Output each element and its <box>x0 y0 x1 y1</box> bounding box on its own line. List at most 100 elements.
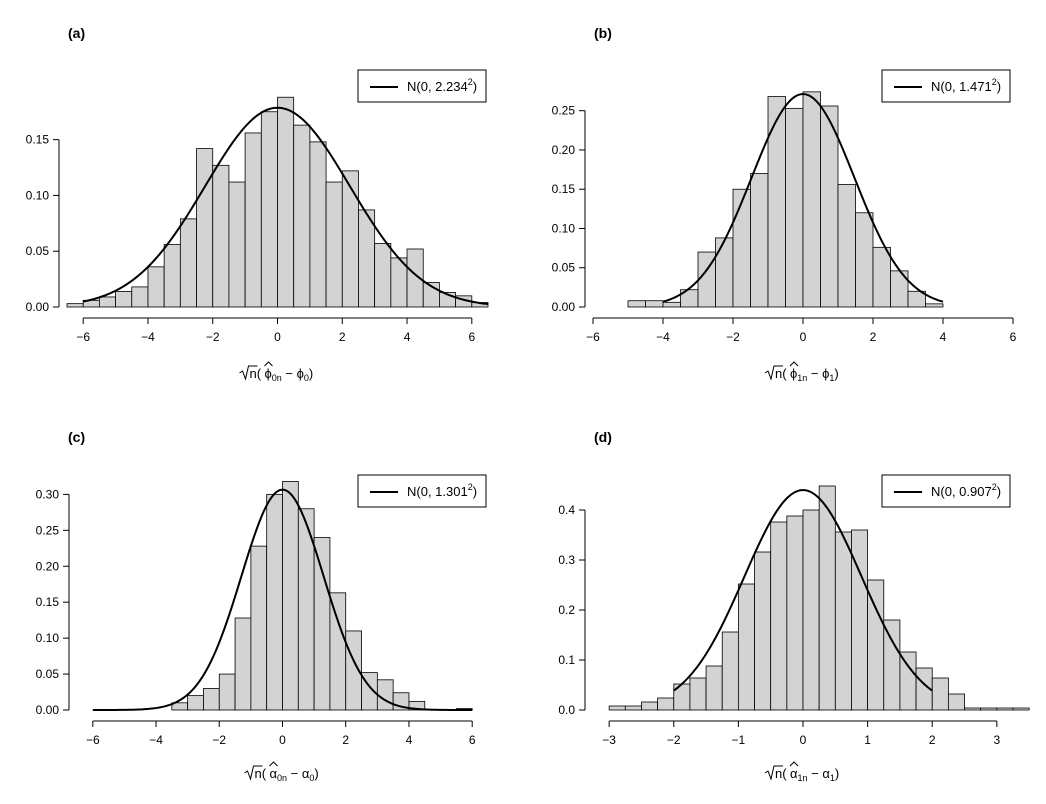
panel-d: 0.0 0.1 0.2 0.3 0.4 −3 −2 −1 0 1 2 3 (d) N(0, 0.9072)… <box>558 429 1030 783</box>
normal-density-curve <box>673 489 933 692</box>
y-tick-label: 0.00 <box>26 300 50 314</box>
x-axis-label: n(α1n − α1) <box>764 761 839 783</box>
panel-label: (b) <box>594 25 612 41</box>
y-tick-label: 0.10 <box>36 631 60 645</box>
x-tick-label: 0 <box>279 733 286 747</box>
x-tick-label: −6 <box>586 330 600 344</box>
x-tick-label: 6 <box>469 733 476 747</box>
x-tick-label: −4 <box>149 733 163 747</box>
x-tick-label: −4 <box>656 330 670 344</box>
legend-label: N(0, 2.2342) <box>407 77 477 94</box>
histogram-bar <box>203 688 220 711</box>
x-tick-label: −6 <box>86 733 100 747</box>
histogram-bar <box>309 141 327 308</box>
x-tick-label: 2 <box>339 330 346 344</box>
histogram-bar <box>266 493 283 711</box>
y-tick-label: 0.15 <box>552 182 576 196</box>
sqrt-icon <box>244 765 263 781</box>
normal-density-curve <box>82 106 489 306</box>
x-axis-label: n(ϕ1n − ϕ1) <box>764 361 839 383</box>
y-tick-label: 0.25 <box>552 104 576 118</box>
svg-text:n(: n( <box>250 366 262 381</box>
panel-a: 0.00 0.05 0.10 0.15 −6 −4 −2 0 2 4 6 (a) N(0, 2.2342… <box>26 25 489 383</box>
hat-icon <box>269 761 278 767</box>
histogram-bar <box>179 218 197 308</box>
histogram-bar <box>662 301 681 308</box>
y-tick-label: 0.10 <box>26 188 50 202</box>
histogram-bar <box>212 164 230 308</box>
x-tick-label: 3 <box>994 733 1001 747</box>
histogram-bar <box>641 701 659 711</box>
histogram-bar <box>408 700 426 711</box>
x-tick-label: −2 <box>667 733 681 747</box>
x-tick-label: 2 <box>929 733 936 747</box>
y-tick-label: 0.30 <box>36 487 60 501</box>
histogram-bar <box>131 286 149 308</box>
histogram-bar <box>218 673 236 711</box>
histogram-bar <box>325 181 343 308</box>
histogram-bar <box>770 521 788 711</box>
histogram-bar <box>947 693 965 711</box>
histogram-bar <box>737 583 755 711</box>
histogram-bar <box>250 545 268 711</box>
svg-text:ϕ0n − ϕ0): ϕ0n − ϕ0) <box>265 366 314 383</box>
y-tick-label: 0.05 <box>26 244 50 258</box>
legend-label: N(0, 0.9072) <box>931 482 1001 499</box>
x-tick-label: 1 <box>864 733 871 747</box>
y-tick-label: 0.05 <box>36 667 60 681</box>
panel-label: (d) <box>594 429 612 445</box>
x-tick-label: 2 <box>870 330 877 344</box>
histogram-bar <box>277 96 295 308</box>
x-tick-label: 4 <box>404 330 411 344</box>
y-tick-label: 0.10 <box>552 221 576 235</box>
histogram-bar <box>964 707 982 711</box>
histogram-bar <box>313 537 331 711</box>
y-tick-label: 0.4 <box>558 503 575 517</box>
x-tick-label: 6 <box>468 330 475 344</box>
svg-text:n(: n( <box>775 366 787 381</box>
legend: N(0, 0.9072) <box>881 474 1011 508</box>
x-tick-label: 0 <box>274 330 281 344</box>
histogram-bar <box>834 531 852 711</box>
hat-icon <box>789 761 799 767</box>
histogram-bar <box>907 290 926 308</box>
histogram-bar <box>931 677 949 711</box>
x-axis-label: n(ϕ0n − ϕ0) <box>239 361 314 383</box>
x-tick-label: 6 <box>1010 330 1017 344</box>
histogram-bar <box>234 617 252 711</box>
histogram-bar <box>705 665 723 711</box>
x-tick-label: −2 <box>726 330 740 344</box>
legend-label: N(0, 1.3012) <box>407 482 477 499</box>
y-tick-label: 0.20 <box>36 559 60 573</box>
legend-label: N(0, 1.4712) <box>931 77 1001 94</box>
histogram-bar <box>358 209 376 308</box>
svg-text:ϕ1n − ϕ1): ϕ1n − ϕ1) <box>790 366 839 383</box>
histogram-bar <box>855 212 874 308</box>
y-tick-label: 0.2 <box>558 603 575 617</box>
x-axis-label: n(α0n − α0) <box>244 761 319 783</box>
histogram-bar <box>802 509 820 711</box>
histogram-bar <box>883 619 901 711</box>
x-tick-label: 2 <box>342 733 349 747</box>
panel-b: 0.00 0.05 0.10 0.15 0.20 0.25 −6 −4 −2 0 2 4 6 (b) N(0… <box>552 25 1017 383</box>
histogram-bar <box>818 485 836 711</box>
histogram-bar <box>260 111 278 308</box>
y-tick-label: 0.25 <box>36 523 60 537</box>
hat-icon <box>789 361 799 367</box>
legend: N(0, 2.2342) <box>357 69 487 103</box>
histogram-bar <box>767 96 786 308</box>
x-tick-label: −6 <box>76 330 90 344</box>
x-tick-label: −2 <box>212 733 226 747</box>
histogram-bar <box>163 244 181 308</box>
histogram-bar <box>293 124 311 308</box>
legend: N(0, 1.3012) <box>357 474 487 508</box>
histogram-bar <box>244 132 262 308</box>
histogram-bar <box>66 303 84 308</box>
histogram-bar <box>374 242 392 308</box>
histogram-bar <box>996 707 1014 711</box>
normal-density-curve <box>92 488 473 711</box>
histogram-bar <box>624 705 642 711</box>
histogram-bar <box>376 679 394 711</box>
histogram-bar <box>689 677 707 711</box>
sqrt-icon <box>764 765 783 781</box>
